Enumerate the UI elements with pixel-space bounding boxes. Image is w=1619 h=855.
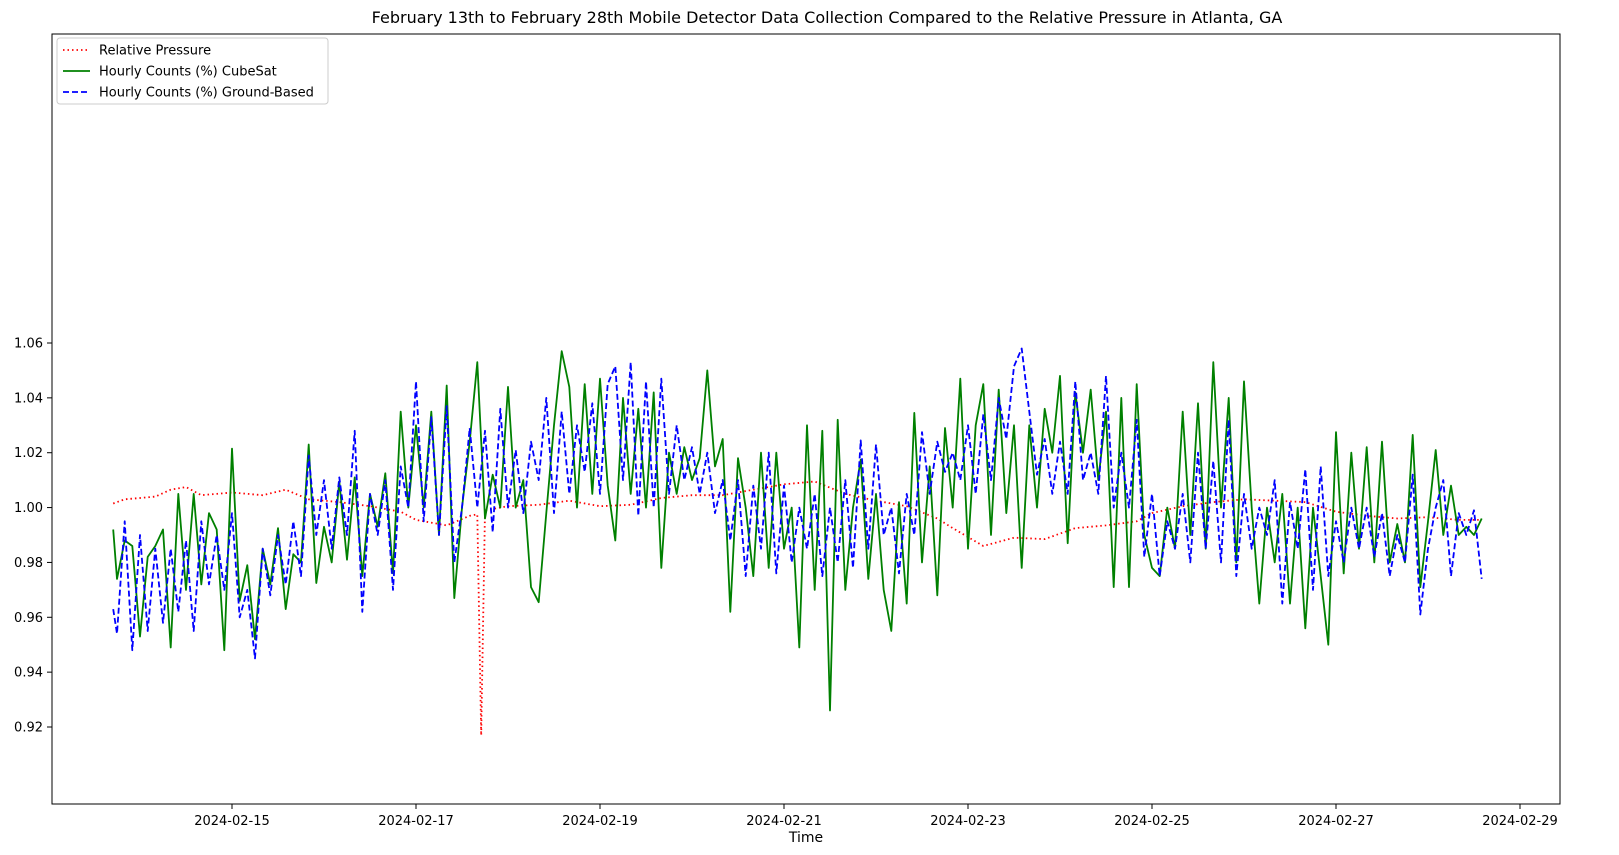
x-tick-label: 2024-02-29 <box>1482 814 1558 829</box>
plot-frame <box>51 33 1561 805</box>
y-tick-label: 1.00 <box>14 501 43 516</box>
y-tick-label: 0.92 <box>14 721 43 736</box>
legend: Relative Pressure Hourly Counts (%) CubeS… <box>56 37 329 105</box>
y-axis: 0.92 0.94 0.96 0.98 1.00 1.02 1.04 1.06 <box>14 337 52 736</box>
series-line-2 <box>112 347 1483 660</box>
x-tick-label: 2024-02-23 <box>930 814 1006 829</box>
series-line-0 <box>112 480 1482 737</box>
x-tick-label: 2024-02-27 <box>1298 814 1374 829</box>
y-tick-label: 1.06 <box>14 337 43 352</box>
y-tick-label: 1.02 <box>14 446 43 461</box>
y-tick-label: 0.94 <box>14 666 43 681</box>
plot-area <box>112 347 1483 737</box>
x-tick-label: 2024-02-21 <box>746 814 822 829</box>
x-tick-label: 2024-02-15 <box>194 814 270 829</box>
y-tick-label: 0.98 <box>14 556 43 571</box>
legend-label-2: Hourly Counts (%) Ground-Based <box>99 86 314 101</box>
y-tick-label: 0.96 <box>14 611 43 626</box>
x-axis-title: Time <box>788 830 823 846</box>
x-axis: 2024-02-15 2024-02-17 2024-02-19 2024-02-21… <box>194 804 1558 829</box>
y-tick-label: 1.04 <box>14 391 43 406</box>
legend-label-0: Relative Pressure <box>99 44 211 59</box>
legend-box <box>56 37 329 105</box>
x-tick-label: 2024-02-19 <box>562 814 638 829</box>
x-tick-label: 2024-02-25 <box>1114 814 1190 829</box>
chart-title: February 13th to February 28th Mobile De… <box>372 8 1283 27</box>
legend-label-1: Hourly Counts (%) CubeSat <box>99 65 277 80</box>
x-tick-label: 2024-02-17 <box>378 814 454 829</box>
